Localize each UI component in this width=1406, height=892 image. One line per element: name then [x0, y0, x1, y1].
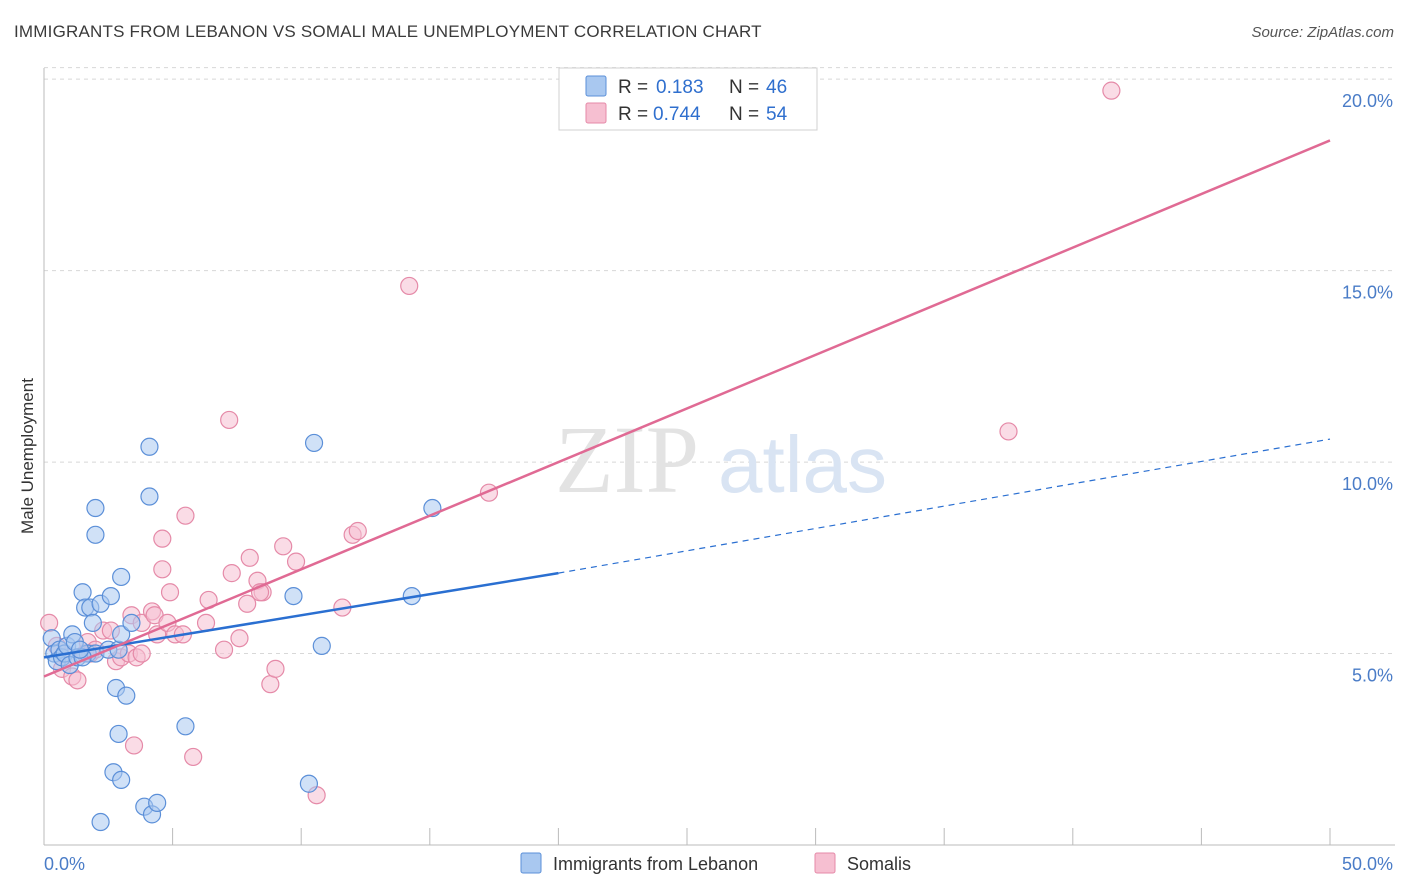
data-point	[184, 747, 203, 767]
bottom-legend-label-somalis: Somalis	[847, 854, 911, 874]
data-point	[83, 613, 102, 633]
y-tick-labels: 5.0% 10.0% 15.0% 20.0%	[1342, 91, 1393, 685]
data-point	[299, 774, 319, 793]
data-point	[286, 552, 306, 571]
data-point	[140, 487, 159, 506]
data-point	[40, 613, 59, 633]
data-point	[124, 736, 144, 755]
legend-r-label-somalis: R =	[618, 104, 648, 125]
legend-r-value-lebanon: 0.183	[656, 77, 704, 98]
legend-swatch-somalis	[585, 102, 607, 124]
trend-line-somalis	[43, 139, 1331, 678]
legend-n-value-somalis: 54	[766, 104, 788, 125]
trend-line-lebanon-extension	[558, 438, 1331, 574]
data-point	[148, 793, 167, 812]
trend-line-lebanon	[43, 571, 559, 659]
data-point	[220, 410, 239, 430]
x-tick-label-min: 0.0%	[44, 854, 85, 874]
watermark-zip: ZIP	[555, 406, 699, 513]
data-point	[261, 675, 280, 694]
data-point	[312, 636, 331, 655]
y-axis-label: Male Unemployment	[18, 378, 37, 534]
data-point	[153, 560, 172, 579]
data-point	[266, 659, 285, 678]
data-point	[400, 276, 419, 296]
x-axis-ticks	[43, 828, 1331, 845]
data-point	[73, 583, 92, 602]
data-point	[176, 506, 195, 525]
data-point	[999, 422, 1018, 441]
data-point	[1102, 81, 1121, 100]
y-tick-label: 10.0%	[1342, 474, 1393, 494]
data-point	[214, 640, 234, 659]
legend-n-label-lebanon: N =	[729, 77, 759, 98]
data-point	[86, 498, 105, 518]
legend-swatch-lebanon	[585, 75, 607, 97]
chart-title: IMMIGRANTS FROM LEBANON VS SOMALI MALE U…	[14, 22, 762, 41]
bottom-legend-swatch-lebanon	[520, 852, 542, 874]
data-point	[238, 594, 257, 613]
data-point	[274, 537, 293, 556]
data-point	[109, 724, 128, 744]
legend-r-value-somalis: 0.744	[653, 104, 701, 125]
data-point	[222, 564, 241, 583]
data-point	[160, 583, 180, 602]
data-point	[132, 644, 151, 663]
data-point	[112, 625, 131, 644]
legend-n-value-lebanon: 46	[766, 77, 787, 98]
y-tick-label: 20.0%	[1342, 91, 1393, 111]
x-tick-label-max: 50.0%	[1342, 854, 1393, 874]
y-tick-label: 15.0%	[1342, 283, 1393, 303]
source-credit: Source: ZipAtlas.com	[1251, 24, 1394, 41]
data-point	[101, 586, 120, 606]
data-point	[112, 567, 131, 587]
data-point	[86, 525, 105, 544]
data-point	[348, 521, 367, 541]
watermark: ZIP atlas	[555, 406, 887, 513]
watermark-atlas: atlas	[718, 420, 887, 509]
data-point	[284, 586, 303, 606]
series-legend: Immigrants from Lebanon Somalis	[520, 852, 911, 874]
data-point	[176, 717, 195, 736]
data-point	[68, 671, 87, 690]
trend-lines	[43, 139, 1331, 678]
data-point	[112, 770, 131, 790]
series-lebanon-points	[42, 433, 442, 832]
legend-n-label-somalis: N =	[729, 104, 759, 125]
bottom-legend-swatch-somalis	[814, 852, 836, 874]
data-point	[140, 437, 159, 456]
correlation-legend: R = 0.183 N = 46 R = 0.744 N = 54	[558, 67, 818, 131]
data-point	[117, 686, 136, 705]
bottom-legend-label-lebanon: Immigrants from Lebanon	[553, 854, 758, 874]
legend-r-label-lebanon: R =	[618, 77, 648, 98]
data-point	[91, 812, 110, 832]
data-point	[230, 629, 249, 648]
y-tick-label: 5.0%	[1352, 666, 1393, 686]
data-point	[240, 548, 259, 567]
data-point	[122, 613, 141, 633]
data-point	[153, 529, 172, 548]
data-point	[304, 433, 324, 453]
